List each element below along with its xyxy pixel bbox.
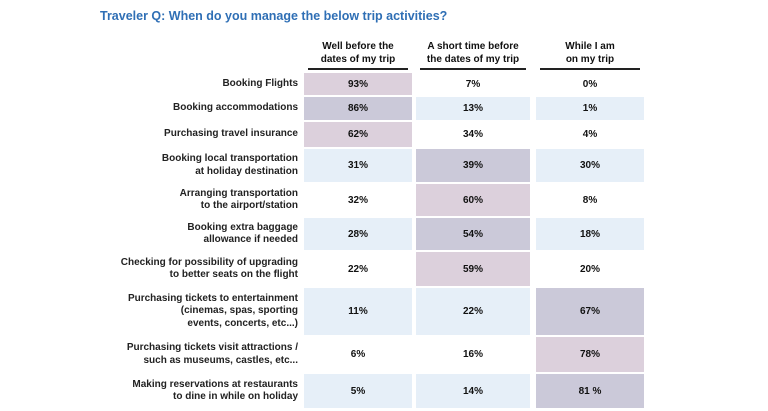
row-label-9: Purchasing tickets visit attractions / s… bbox=[126, 342, 298, 366]
row-label-3: Purchasing travel insurance bbox=[164, 128, 298, 140]
cell-r8-c1: 11% bbox=[304, 288, 412, 335]
cell-r7-c2: 59% bbox=[416, 252, 530, 286]
cell-r4-c3: 30% bbox=[536, 149, 644, 182]
cell-r1-c1: 93% bbox=[304, 73, 412, 95]
row-label-8: Purchasing tickets to entertainment (cin… bbox=[127, 292, 298, 329]
row-label-1: Booking Flights bbox=[222, 77, 298, 89]
header-rule-3 bbox=[540, 68, 640, 70]
cell-r10-c1: 5% bbox=[304, 374, 412, 408]
cell-r6-c2: 54% bbox=[416, 218, 530, 250]
cell-r8-c2: 22% bbox=[416, 288, 530, 335]
row-label-4: Booking local transportation at holiday … bbox=[161, 153, 298, 177]
cell-r2-c2: 13% bbox=[416, 97, 530, 120]
column-header-2: A short time before the dates of my trip bbox=[426, 41, 520, 65]
cell-r7-c1: 22% bbox=[304, 252, 412, 286]
cell-r2-c1: 86% bbox=[304, 97, 412, 120]
row-label-10: Making reservations at restaurants to di… bbox=[132, 378, 298, 403]
chart-title: Traveler Q: When do you manage the below… bbox=[100, 9, 448, 23]
cell-r10-c2: 14% bbox=[416, 374, 530, 408]
row-label-6: Booking extra baggage allowance if neede… bbox=[187, 221, 298, 246]
cell-r7-c3: 20% bbox=[536, 252, 644, 286]
cell-r6-c1: 28% bbox=[304, 218, 412, 250]
cell-r10-c3: 81 % bbox=[536, 374, 644, 408]
column-header-1: Well before the dates of my trip bbox=[320, 41, 396, 65]
cell-r6-c3: 18% bbox=[536, 218, 644, 250]
row-label-5: Arranging transportation to the airport/… bbox=[179, 187, 298, 212]
header-rule-2 bbox=[420, 68, 526, 70]
cell-r4-c1: 31% bbox=[304, 149, 412, 182]
cell-r4-c2: 39% bbox=[416, 149, 530, 182]
cell-r3-c1: 62% bbox=[304, 122, 412, 147]
row-label-2: Booking accommodations bbox=[172, 102, 298, 114]
cell-r3-c2: 34% bbox=[416, 122, 530, 147]
cell-r1-c2: 7% bbox=[416, 73, 530, 95]
cell-r8-c3: 67% bbox=[536, 288, 644, 335]
cell-r9-c2: 16% bbox=[416, 337, 530, 372]
cell-r1-c3: 0% bbox=[536, 73, 644, 95]
header-rule-1 bbox=[308, 68, 408, 70]
column-header-3: While I am on my trip bbox=[565, 41, 615, 65]
cell-r5-c3: 8% bbox=[536, 184, 644, 216]
cell-r2-c3: 1% bbox=[536, 97, 644, 120]
cell-r9-c3: 78% bbox=[536, 337, 644, 372]
cell-r5-c1: 32% bbox=[304, 184, 412, 216]
cell-r9-c1: 6% bbox=[304, 337, 412, 372]
cell-r3-c3: 4% bbox=[536, 122, 644, 147]
cell-r5-c2: 60% bbox=[416, 184, 530, 216]
row-label-7: Checking for possibility of upgrading to… bbox=[120, 256, 298, 281]
